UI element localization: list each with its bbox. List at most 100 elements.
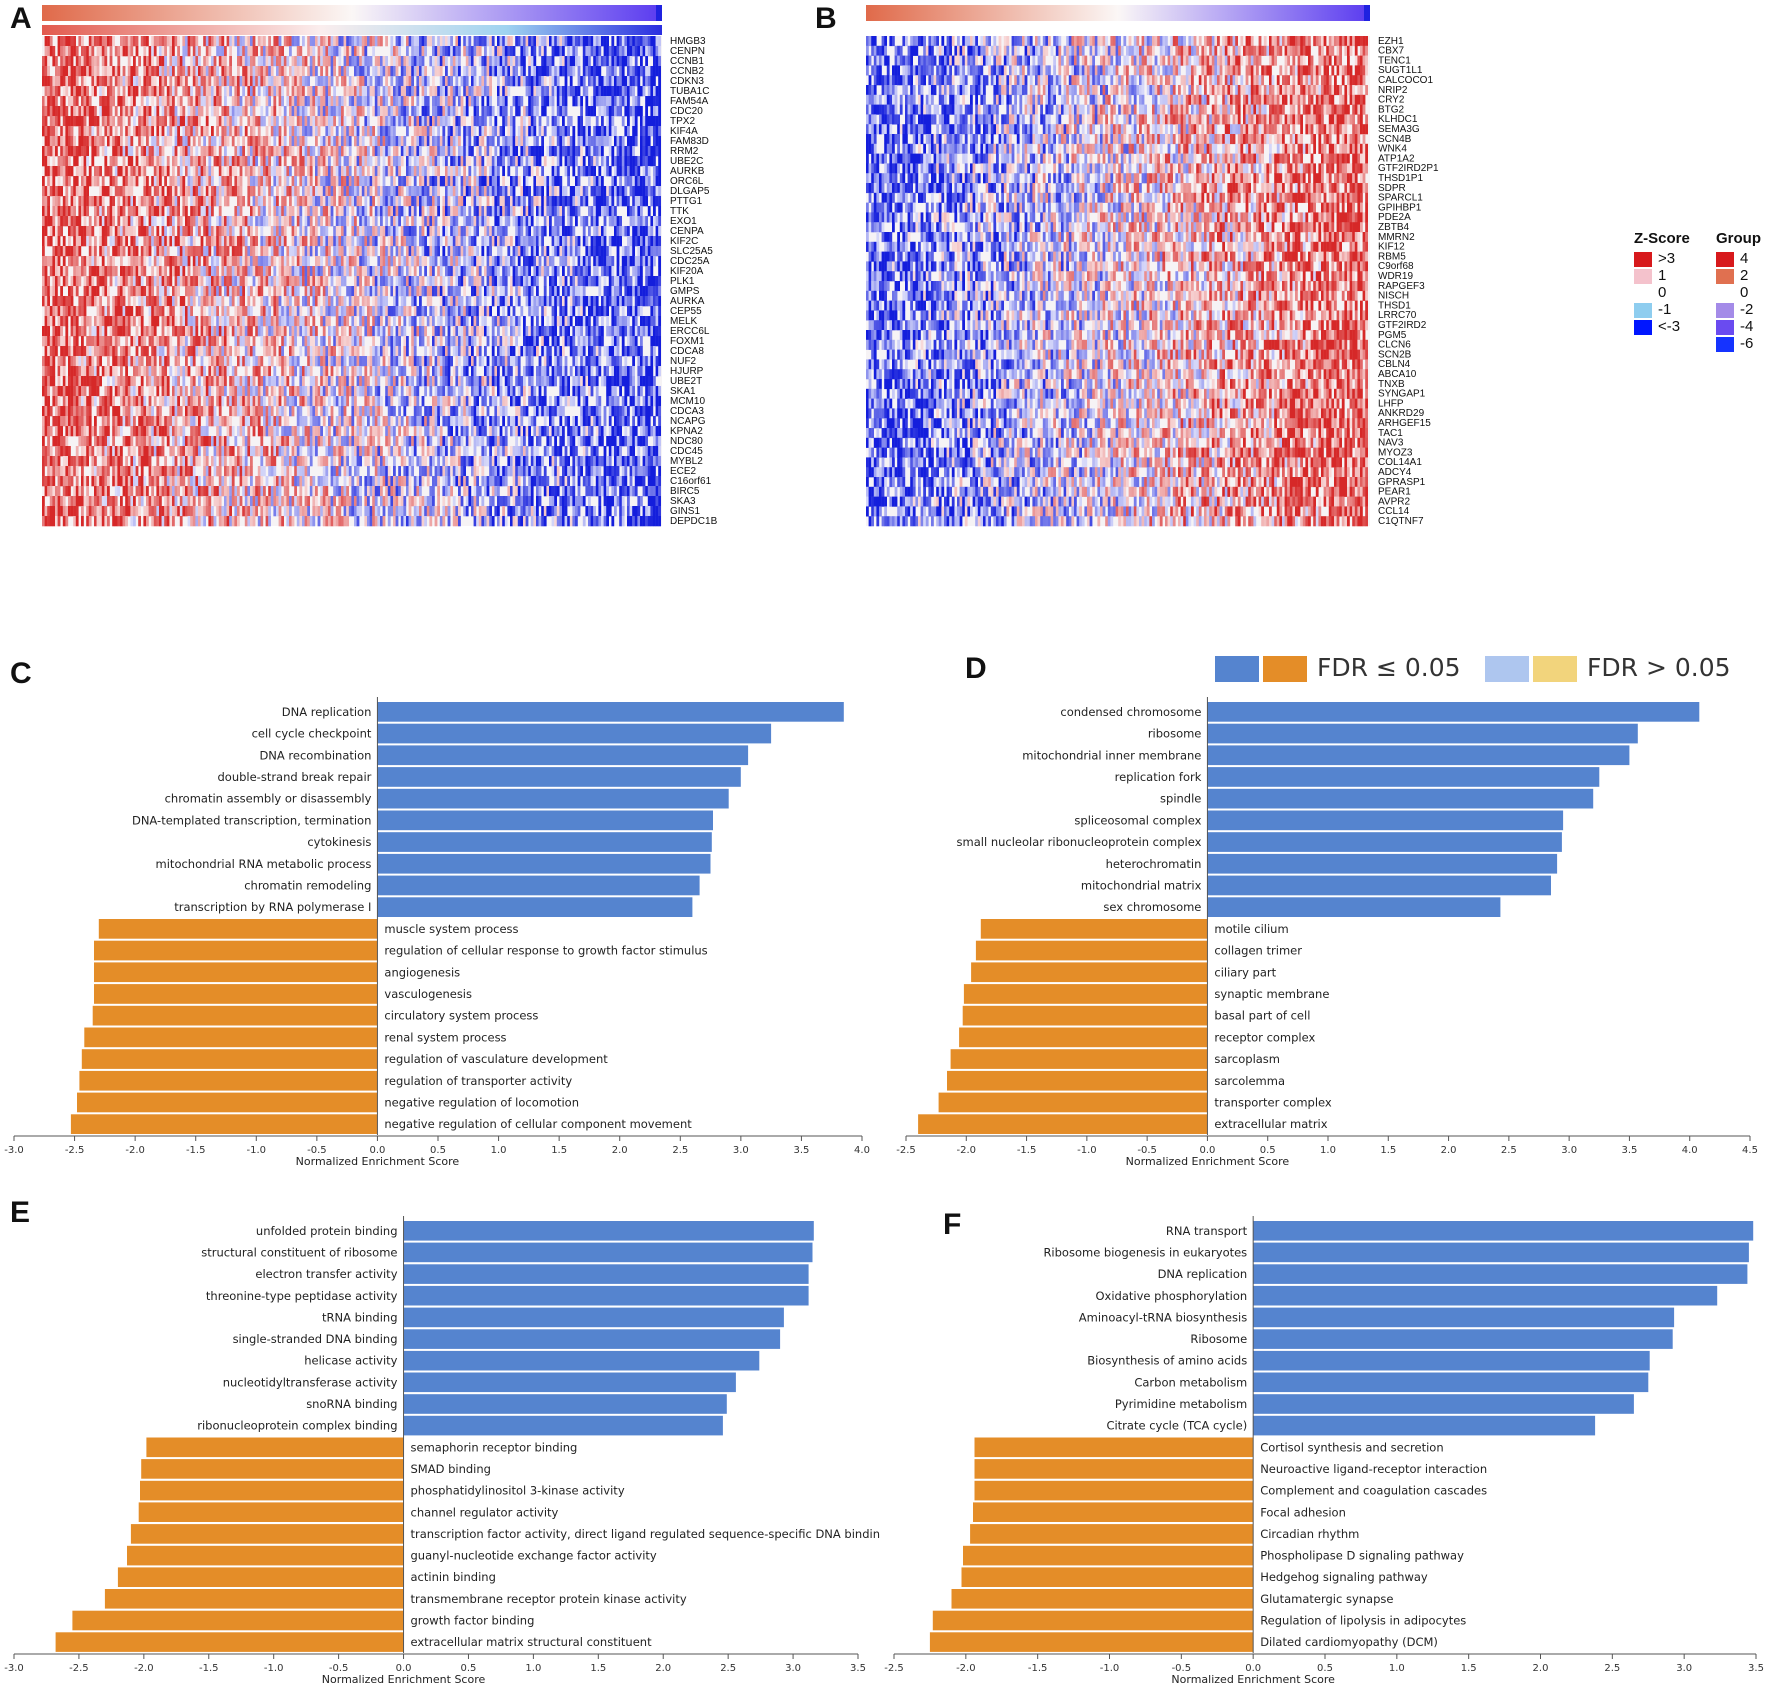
chart-e-bar bbox=[104, 1589, 404, 1609]
heatmap-a-gene-label: SKA1 bbox=[670, 386, 696, 397]
chart-f-bar bbox=[1253, 1372, 1649, 1393]
chart-c-term-label: regulation of vasculature development bbox=[384, 1052, 608, 1066]
chart-f-term-label: Cortisol synthesis and secretion bbox=[1260, 1440, 1443, 1454]
fdr-legend: FDR ≤ 0.05 FDR > 0.05 bbox=[1215, 653, 1735, 687]
chart-f-bar bbox=[1253, 1285, 1718, 1306]
heatmap-a-gene-label: C16orf61 bbox=[670, 476, 712, 487]
chart-e-term-label: transcription factor activity, direct li… bbox=[411, 1527, 881, 1541]
zscore-legend-label: >3 bbox=[1658, 250, 1676, 267]
chart-c-bar bbox=[377, 875, 700, 896]
heatmap-a-gene-label: GINS1 bbox=[670, 506, 700, 517]
chart-d-tick-label: 4.0 bbox=[1682, 1145, 1698, 1156]
chart-f-bar bbox=[1253, 1264, 1748, 1284]
heatmap-a-gene-label: UBE2C bbox=[670, 156, 703, 167]
chart-f-term-label: Neuroactive ligand-receptor interaction bbox=[1260, 1462, 1487, 1476]
chart-f-tick-label: -1.0 bbox=[1100, 1663, 1120, 1674]
heatmap-a-gene-label: ERCC6L bbox=[670, 326, 710, 337]
chart-e-tick-label: 0.5 bbox=[461, 1663, 477, 1674]
chart-f-tick-label: -2.5 bbox=[884, 1663, 904, 1674]
heatmap-b-gene-label: CBX7 bbox=[1378, 46, 1405, 57]
heatmap-a-gene-label: CDCA8 bbox=[670, 346, 704, 357]
chart-c-bar bbox=[81, 1049, 378, 1069]
chart-e-term-label: electron transfer activity bbox=[255, 1267, 397, 1281]
heatmap-a-gene-label: TTK bbox=[670, 206, 689, 217]
chart-f-term-label: RNA transport bbox=[1166, 1224, 1248, 1238]
chart-d-term-label: ciliary part bbox=[1214, 965, 1276, 979]
chart-f-bar bbox=[973, 1502, 1254, 1522]
chart-f-bar bbox=[929, 1632, 1254, 1652]
heatmap-b-cells bbox=[866, 36, 1368, 527]
heatmap-b-gene-label: SCN4B bbox=[1378, 134, 1412, 145]
chart-c-term-label: mitochondrial RNA metabolic process bbox=[156, 857, 372, 871]
chart-d-term-label: condensed chromosome bbox=[1060, 705, 1201, 719]
chart-f-term-label: Circadian rhythm bbox=[1260, 1527, 1359, 1541]
chart-f-term-label: Glutamatergic synapse bbox=[1260, 1592, 1393, 1606]
chart-e-bar bbox=[403, 1350, 760, 1371]
zscore-legend-swatch bbox=[1634, 252, 1652, 267]
chart-e-term-label: unfolded protein binding bbox=[256, 1224, 398, 1238]
chart-c-go-bp: DNA replication cell cycle checkpoint DNA … bbox=[4, 697, 870, 1168]
heatmap-a-gene-label: DLGAP5 bbox=[670, 186, 710, 197]
chart-e-tick-label: 1.5 bbox=[590, 1663, 606, 1674]
heatmap-a-gene-label: SKA3 bbox=[670, 496, 696, 507]
chart-c-term-label: double-strand break repair bbox=[217, 770, 371, 784]
chart-c-bar bbox=[77, 1092, 378, 1113]
chart-d-bar bbox=[1207, 810, 1564, 831]
fdr-swatch-neg-sig bbox=[1263, 656, 1307, 682]
heatmap-a-gene-label: CDC25A bbox=[670, 256, 710, 267]
chart-e-x-axis-label: Normalized Enrichment Score bbox=[322, 1673, 486, 1686]
heatmap-b-gene-label: WDR19 bbox=[1378, 271, 1413, 282]
chart-c-term-label: regulation of transporter activity bbox=[384, 1074, 572, 1088]
chart-d-bar bbox=[1207, 875, 1551, 896]
heatmap-a-gene-label: HJURP bbox=[670, 366, 704, 377]
heatmap-a-gene-label: KIF2C bbox=[670, 236, 698, 247]
heatmap-a-score-bar bbox=[42, 25, 662, 35]
panel-label-f: F bbox=[943, 1208, 962, 1241]
heatmap-b-gene-label: RAPGEF3 bbox=[1378, 281, 1425, 292]
chart-d-bar bbox=[959, 1027, 1208, 1048]
heatmap-b-gene-label: MYOZ3 bbox=[1378, 447, 1413, 458]
chart-f-bar bbox=[974, 1459, 1254, 1479]
chart-c-tick-label: 3.0 bbox=[733, 1145, 749, 1156]
heatmap-b-gene-label: CBLN4 bbox=[1378, 359, 1411, 370]
chart-c-bar bbox=[92, 1005, 378, 1026]
chart-c-term-label: circulatory system process bbox=[384, 1009, 538, 1023]
fdr-nonsig-label: FDR > 0.05 bbox=[1587, 653, 1731, 682]
chart-d-bar bbox=[1207, 745, 1630, 766]
chart-d-term-label: mitochondrial matrix bbox=[1081, 878, 1202, 892]
heatmap-b-gene-label: TAC1 bbox=[1378, 428, 1403, 439]
heatmap-b-gene-label: PEAR1 bbox=[1378, 487, 1411, 498]
heatmap-b-gene-label: SUGT1L1 bbox=[1378, 65, 1423, 76]
chart-c-tick-label: 0.0 bbox=[369, 1145, 385, 1156]
heatmap-a-gene-label: MELK bbox=[670, 316, 698, 327]
chart-d-term-label: transporter complex bbox=[1214, 1095, 1332, 1109]
chart-e-bar bbox=[72, 1610, 404, 1631]
heatmap-b-gene-label: GTF2IRD2 bbox=[1378, 320, 1427, 331]
chart-e-term-label: single-stranded DNA binding bbox=[233, 1332, 398, 1346]
chart-e-tick-label: -3.0 bbox=[4, 1663, 24, 1674]
heatmap-b-gene-label: KLHDC1 bbox=[1378, 114, 1418, 125]
chart-e-bar bbox=[127, 1545, 404, 1566]
chart-f-tick-label: 3.0 bbox=[1676, 1663, 1692, 1674]
zscore-legend-swatch bbox=[1634, 320, 1652, 335]
chart-d-bar bbox=[1207, 767, 1600, 787]
chart-c-bar bbox=[94, 940, 378, 961]
heatmap-b-gene-label: LHFP bbox=[1378, 398, 1404, 409]
chart-e-term-label: threonine-type peptidase activity bbox=[206, 1289, 398, 1303]
chart-d-bar bbox=[1207, 788, 1594, 809]
chart-c-term-label: transcription by RNA polymerase I bbox=[174, 900, 371, 914]
chart-c-tick-label: -3.0 bbox=[4, 1145, 24, 1156]
heatmap-a-gene-label: MCM10 bbox=[670, 396, 705, 407]
chart-d-tick-label: 2.5 bbox=[1501, 1145, 1517, 1156]
chart-e-term-label: ribonucleoprotein complex binding bbox=[197, 1419, 397, 1433]
chart-f-term-label: Hedgehog signaling pathway bbox=[1260, 1570, 1428, 1584]
chart-e-term-label: actinin binding bbox=[411, 1570, 496, 1584]
chart-c-bar bbox=[98, 919, 378, 939]
chart-c-bar bbox=[94, 962, 378, 983]
chart-e-bar bbox=[403, 1329, 781, 1349]
chart-c-term-label: chromatin assembly or disassembly bbox=[165, 792, 372, 806]
chart-d-bar bbox=[1207, 723, 1638, 744]
chart-d-term-label: sarcoplasm bbox=[1214, 1052, 1280, 1066]
heatmap-a-gene-label: KIF4A bbox=[670, 126, 698, 137]
heatmap-a-gene-label: HMGB3 bbox=[670, 36, 706, 47]
